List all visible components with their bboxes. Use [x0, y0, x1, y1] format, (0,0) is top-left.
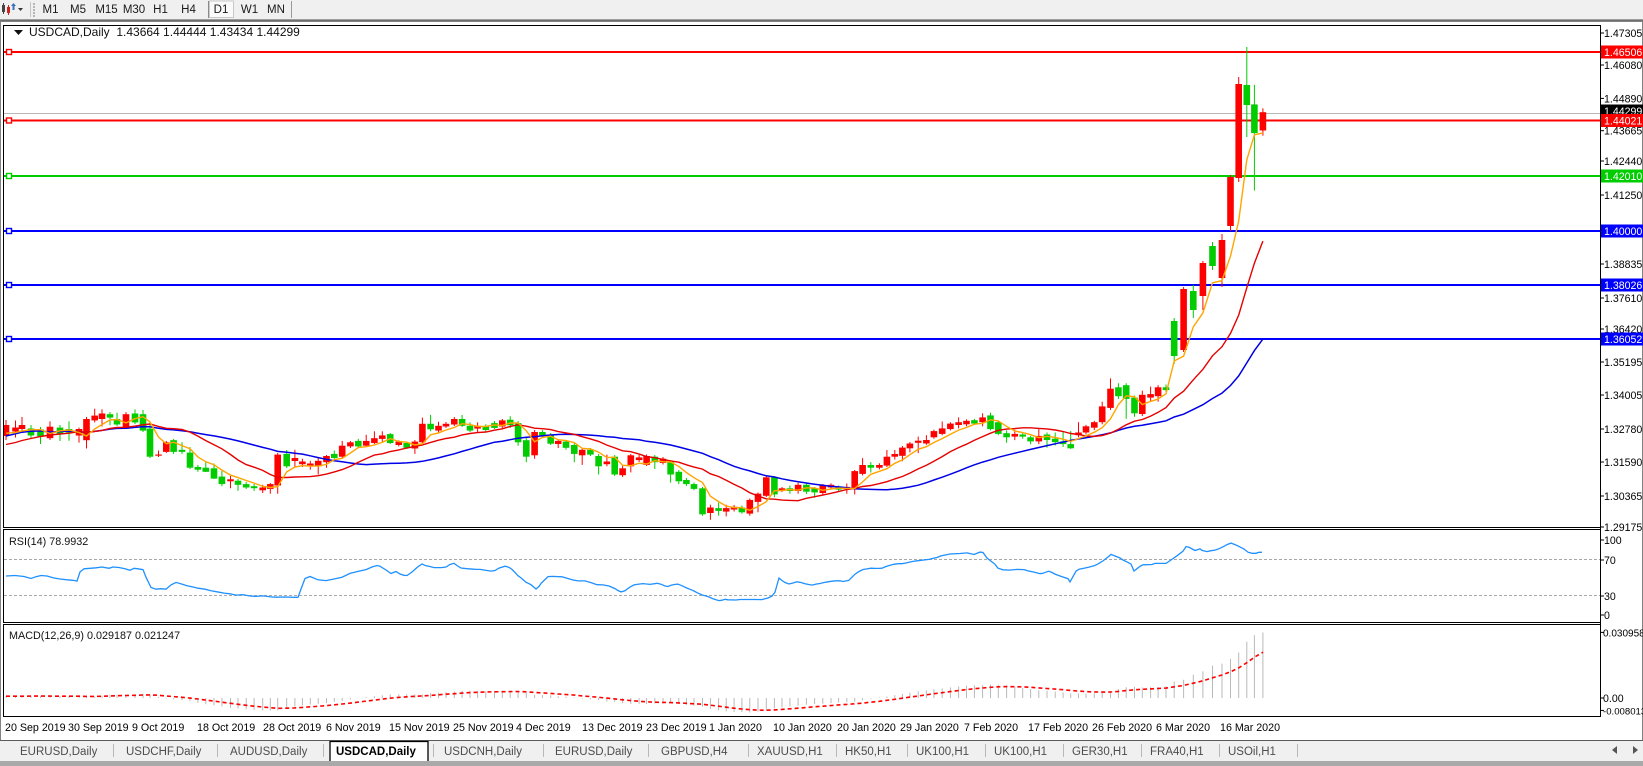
svg-text:1.43665: 1.43665	[1604, 126, 1642, 138]
svg-text:1.37610: 1.37610	[1604, 293, 1642, 305]
svg-text:MACD(12,26,9) 0.029187 0.02124: MACD(12,26,9) 0.029187 0.021247	[9, 630, 180, 642]
svg-text:1.32780: 1.32780	[1604, 424, 1642, 436]
svg-text:13 Dec 2019: 13 Dec 2019	[582, 722, 643, 734]
svg-text:0.00: 0.00	[1603, 693, 1624, 705]
svg-text:1.38026: 1.38026	[1604, 280, 1642, 292]
svg-text:USDCAD,Daily: USDCAD,Daily	[336, 746, 416, 758]
svg-text:1.29175: 1.29175	[1604, 522, 1642, 534]
svg-text:29 Jan 2020: 29 Jan 2020	[900, 722, 959, 734]
svg-text:EURUSD,Daily: EURUSD,Daily	[20, 746, 98, 758]
svg-text:USDCAD,Daily 1.43664 1.44444: USDCAD,Daily 1.43664 1.44444 1.43434 1.4…	[29, 25, 300, 39]
svg-text:1.34005: 1.34005	[1604, 390, 1642, 402]
svg-text:1.38835: 1.38835	[1604, 259, 1642, 271]
svg-text:1.44021: 1.44021	[1604, 116, 1642, 128]
svg-text:M5: M5	[70, 4, 86, 16]
svg-text:1.36052: 1.36052	[1604, 334, 1642, 346]
svg-text:28 Oct 2019: 28 Oct 2019	[263, 722, 321, 734]
svg-text:100: 100	[1604, 535, 1622, 547]
svg-text:0.030958: 0.030958	[1603, 628, 1643, 639]
svg-text:0: 0	[1604, 610, 1610, 622]
svg-text:1.44890: 1.44890	[1604, 93, 1642, 105]
svg-text:4 Dec 2019: 4 Dec 2019	[516, 722, 571, 734]
svg-text:M30: M30	[123, 4, 145, 16]
svg-text:30: 30	[1604, 591, 1616, 603]
svg-text:HK50,H1: HK50,H1	[845, 746, 892, 758]
svg-text:9 Oct 2019: 9 Oct 2019	[132, 722, 184, 734]
svg-text:1.40000: 1.40000	[1604, 226, 1642, 238]
svg-text:17 Feb 2020: 17 Feb 2020	[1028, 722, 1088, 734]
svg-text:1.47305: 1.47305	[1604, 28, 1642, 40]
svg-text:H4: H4	[181, 4, 196, 16]
svg-text:M15: M15	[95, 4, 117, 16]
svg-text:30 Sep 2019: 30 Sep 2019	[68, 722, 129, 734]
svg-text:20 Jan 2020: 20 Jan 2020	[837, 722, 896, 734]
svg-text:1.42440: 1.42440	[1604, 156, 1642, 168]
svg-text:6 Nov 2019: 6 Nov 2019	[326, 722, 381, 734]
svg-text:XAUUSD,H1: XAUUSD,H1	[757, 746, 823, 758]
svg-text:1 Jan 2020: 1 Jan 2020	[709, 722, 762, 734]
svg-text:1.46080: 1.46080	[1604, 60, 1642, 72]
svg-text:7 Feb 2020: 7 Feb 2020	[964, 722, 1018, 734]
svg-text:70: 70	[1604, 555, 1616, 567]
svg-text:-0.008013: -0.008013	[1603, 706, 1643, 717]
svg-text:UK100,H1: UK100,H1	[916, 746, 969, 758]
svg-text:6 Mar 2020: 6 Mar 2020	[1156, 722, 1210, 734]
svg-text:D1: D1	[214, 4, 229, 16]
svg-text:USDCHF,Daily: USDCHF,Daily	[126, 746, 202, 758]
svg-text:W1: W1	[241, 4, 258, 16]
svg-text:15 Nov 2019: 15 Nov 2019	[389, 722, 450, 734]
svg-text:AUDUSD,Daily: AUDUSD,Daily	[230, 746, 308, 758]
svg-text:USDCNH,Daily: USDCNH,Daily	[444, 746, 522, 758]
svg-text:GBPUSD,H4: GBPUSD,H4	[661, 746, 728, 758]
svg-text:25 Nov 2019: 25 Nov 2019	[453, 722, 514, 734]
svg-text:16 Mar 2020: 16 Mar 2020	[1220, 722, 1280, 734]
svg-text:FRA40,H1: FRA40,H1	[1150, 746, 1204, 758]
svg-text:UK100,H1: UK100,H1	[994, 746, 1047, 758]
svg-text:RSI(14) 78.9932: RSI(14) 78.9932	[9, 536, 88, 548]
svg-text:1.46506: 1.46506	[1604, 47, 1642, 59]
svg-text:1.41250: 1.41250	[1604, 190, 1642, 202]
svg-text:MN: MN	[267, 4, 285, 16]
svg-text:26 Feb 2020: 26 Feb 2020	[1092, 722, 1152, 734]
svg-text:USOil,H1: USOil,H1	[1228, 746, 1276, 758]
svg-text:H1: H1	[153, 4, 168, 16]
svg-text:1.30365: 1.30365	[1604, 491, 1642, 503]
svg-text:1.31590: 1.31590	[1604, 457, 1642, 469]
svg-text:10 Jan 2020: 10 Jan 2020	[773, 722, 832, 734]
svg-text:18 Oct 2019: 18 Oct 2019	[197, 722, 255, 734]
svg-text:20 Sep 2019: 20 Sep 2019	[5, 722, 66, 734]
svg-text:EURUSD,Daily: EURUSD,Daily	[555, 746, 633, 758]
svg-text:GER30,H1: GER30,H1	[1072, 746, 1128, 758]
svg-text:23 Dec 2019: 23 Dec 2019	[646, 722, 707, 734]
svg-text:1.42010: 1.42010	[1604, 171, 1642, 183]
svg-text:M1: M1	[43, 4, 59, 16]
svg-text:1.35195: 1.35195	[1604, 357, 1642, 369]
